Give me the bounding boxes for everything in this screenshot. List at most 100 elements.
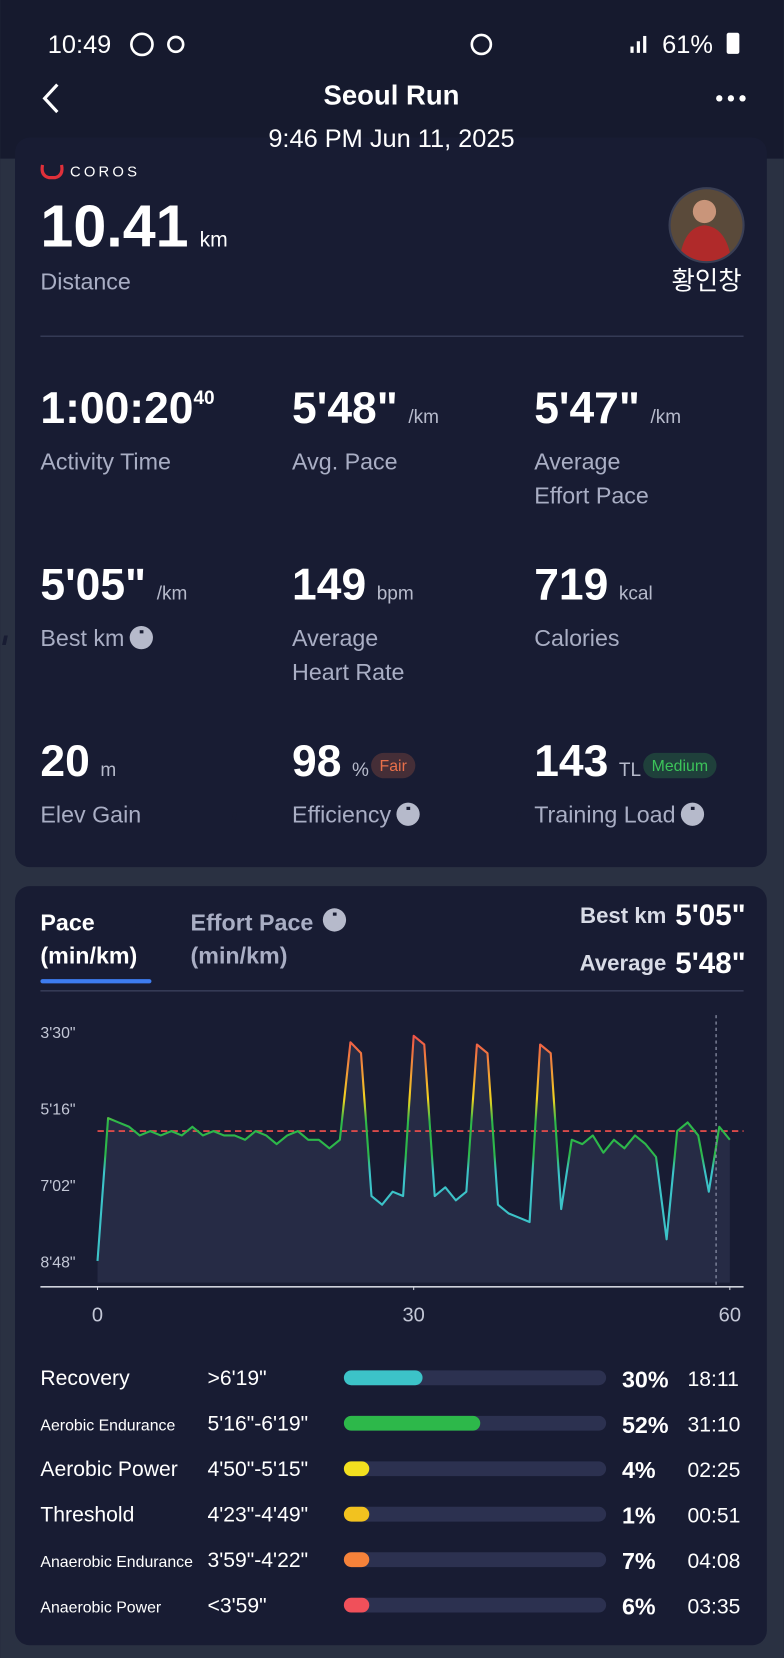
- x-tick-label: 60: [719, 1305, 741, 1327]
- info-dot: [139, 630, 144, 634]
- zone-time: 02:25: [688, 1459, 741, 1482]
- zone-track: [343, 1552, 607, 1568]
- y-tick-label: 8'48": [40, 1254, 75, 1271]
- top-bar: [0, 0, 784, 159]
- zone-range: 5'16"-6'19": [207, 1413, 308, 1436]
- badge-bg: [643, 752, 717, 779]
- stat-label: Elev Gain: [40, 802, 141, 828]
- zone-percent: 52%: [622, 1412, 669, 1438]
- more-button[interactable]: [716, 95, 746, 102]
- info-icon[interactable]: [231, 802, 420, 826]
- summary-card: [15, 137, 767, 868]
- info-icon[interactable]: [515, 802, 705, 826]
- stat-badge: Fair: [380, 758, 408, 775]
- tab-label[interactable]: Pace: [40, 910, 94, 936]
- back-button[interactable]: [42, 83, 59, 114]
- stat-unit: /km: [408, 407, 439, 428]
- zone-time: 31:10: [688, 1414, 741, 1437]
- status-battery: 61%: [662, 31, 713, 59]
- y-tick-label: 3'30": [40, 1025, 75, 1042]
- stat-value: 719 kcal: [534, 561, 652, 610]
- x-tick-label: 30: [403, 1305, 425, 1327]
- pace-chart: Pace (min/km) Effort Pace (min/km) Best km 5'…: [38, 899, 746, 1327]
- info-bar: [135, 917, 141, 928]
- stat-unit: m: [100, 760, 116, 781]
- status-icons: [130, 32, 740, 57]
- stat-label: Avg. Pace: [292, 448, 398, 474]
- stat-value: 149 bpm: [292, 561, 414, 610]
- athlete-name: 황인창: [672, 268, 742, 296]
- zone-bar: [343, 1597, 370, 1613]
- avatar-image: [670, 189, 743, 262]
- stat-unit: bpm: [377, 584, 414, 605]
- tab-label[interactable]: Effort Pace: [191, 910, 314, 936]
- stat-label: Average: [534, 448, 620, 474]
- zone-name: Anaerobic Power: [40, 1600, 161, 1617]
- zone-name: Recovery: [40, 1367, 130, 1390]
- best-value: 5'05": [675, 899, 745, 932]
- stat-unit: /km: [651, 407, 682, 428]
- tab-unit: (min/km): [191, 942, 288, 968]
- activity-date: 9:46 PM Jun 11, 2025: [268, 125, 514, 153]
- stat-value: 143 TL: [534, 737, 641, 786]
- stat-number: 5'48": [292, 384, 398, 433]
- stat-label: Heart Rate: [292, 659, 404, 685]
- stat-label: Average: [292, 625, 378, 651]
- stat-number: 20: [40, 737, 89, 786]
- badge-bg: [371, 752, 416, 779]
- info-bar: [231, 812, 238, 822]
- info-dot: [406, 806, 411, 810]
- stat-number: 143: [534, 737, 608, 786]
- info-icon[interactable]: [2, 625, 153, 650]
- stat-value: 5'47" /km: [534, 384, 681, 433]
- stat-value: 98%: [292, 737, 369, 786]
- info-bar: [2, 635, 8, 646]
- stat-value: 5'48" /km: [292, 384, 439, 433]
- stat-label: Training Load: [534, 802, 675, 828]
- stats-grid: 1:00:2040 Activity Time 5'48" /km Avg. Pace 5…: [2, 384, 717, 828]
- stat-label: Effort Pace: [534, 482, 649, 508]
- zone-range: 4'50"-5'15": [207, 1458, 308, 1481]
- zone-bar: [343, 1415, 481, 1431]
- zone-name: Threshold: [40, 1504, 134, 1527]
- stat-label: Best km: [40, 625, 124, 651]
- stat-label: Calories: [534, 625, 619, 651]
- stat-badge: Medium: [652, 758, 708, 775]
- zone-percent: 6%: [622, 1594, 656, 1620]
- x-tick-label: 0: [92, 1305, 103, 1327]
- zone-range: 3'59"-4'22": [207, 1549, 308, 1572]
- tab-underline: [40, 979, 152, 984]
- stat-unit: TL: [619, 760, 641, 781]
- stat-number: 1:00:20: [40, 384, 193, 433]
- info-circle: [680, 802, 705, 826]
- distance-value: 10.41: [40, 192, 188, 259]
- best-label: Best km: [580, 903, 666, 928]
- zone-track: [343, 1461, 607, 1477]
- zone-range: <3'59": [207, 1595, 266, 1618]
- zone-name: Aerobic Power: [40, 1458, 177, 1481]
- stat-unit: kcal: [619, 584, 653, 605]
- info-dot: [690, 806, 695, 810]
- zone-name: Aerobic Endurance: [40, 1418, 175, 1435]
- stat-unit: /km: [157, 584, 188, 605]
- brand-name: COROS: [70, 165, 140, 181]
- zone-track: [343, 1506, 607, 1522]
- info-icon[interactable]: [135, 908, 347, 932]
- stat-value: 20 m: [40, 737, 116, 786]
- info-bar: [515, 812, 522, 822]
- pace-line: [96, 1034, 731, 1262]
- zone-time: 18:11: [688, 1368, 739, 1391]
- info-circle: [322, 908, 347, 932]
- info-circle: [129, 625, 153, 650]
- zone-percent: 1%: [622, 1503, 656, 1529]
- zones-table: Recovery >6'19" 30% 18:11 Aerobic Endurance 5…: [40, 1366, 740, 1619]
- zone-time: 03:35: [688, 1596, 741, 1619]
- activity-title: Seoul Run: [324, 80, 460, 111]
- stat-number: 5'47": [534, 384, 640, 433]
- zone-time: 00:51: [688, 1505, 741, 1528]
- info-dot: [332, 912, 337, 916]
- stat-value: 5'05" /km: [40, 561, 187, 610]
- stat-number: 5'05": [40, 561, 146, 610]
- zone-bar: [343, 1506, 370, 1522]
